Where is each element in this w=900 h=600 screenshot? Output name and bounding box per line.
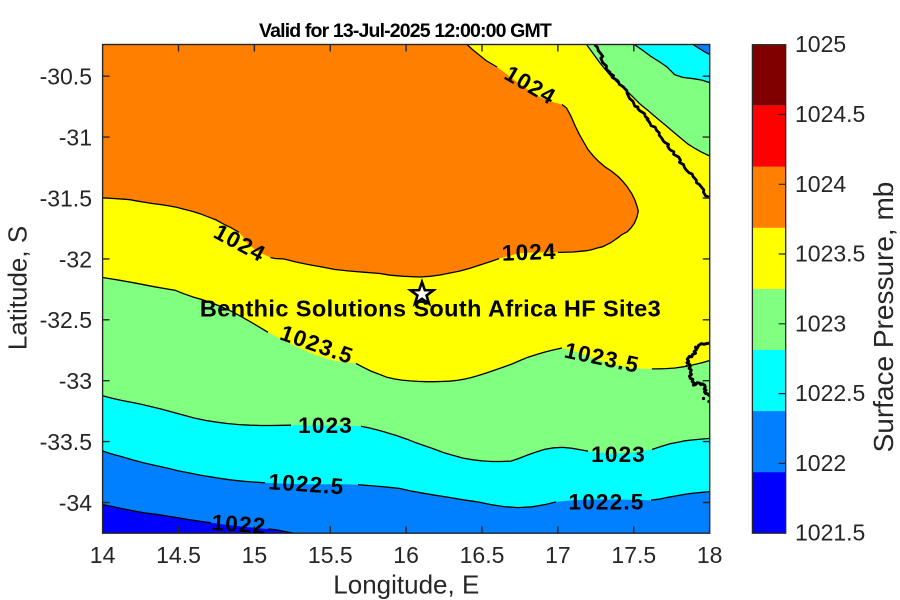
svg-text:16: 16 — [393, 542, 419, 568]
svg-text:1025: 1025 — [795, 31, 846, 57]
svg-text:17.5: 17.5 — [611, 542, 656, 568]
svg-text:-32.5: -32.5 — [40, 307, 92, 333]
svg-text:1022.5: 1022.5 — [268, 469, 346, 499]
svg-text:-31.5: -31.5 — [40, 185, 92, 211]
svg-text:16.5: 16.5 — [460, 542, 505, 568]
svg-text:Benthic Solutions South Africa: Benthic Solutions South Africa HF Site3 — [200, 296, 661, 322]
svg-text:1022.5: 1022.5 — [795, 380, 865, 406]
svg-text:14: 14 — [90, 542, 116, 568]
svg-text:-34: -34 — [59, 490, 92, 516]
svg-text:1023.5: 1023.5 — [795, 241, 865, 267]
svg-text:14.5: 14.5 — [156, 542, 201, 568]
svg-text:-32: -32 — [59, 246, 92, 272]
svg-text:1022: 1022 — [795, 450, 846, 476]
svg-text:1023: 1023 — [298, 413, 353, 438]
svg-text:1022: 1022 — [211, 510, 267, 539]
svg-text:Valid for 13-Jul-2025 12:00:00: Valid for 13-Jul-2025 12:00:00 GMT — [259, 20, 552, 42]
svg-text:15: 15 — [242, 542, 268, 568]
svg-text:1023: 1023 — [591, 442, 646, 467]
svg-text:15.5: 15.5 — [308, 542, 353, 568]
svg-text:1024: 1024 — [795, 171, 846, 197]
svg-text:1024: 1024 — [501, 239, 557, 266]
svg-text:1024.5: 1024.5 — [795, 101, 865, 127]
svg-text:Surface Pressure, mb: Surface Pressure, mb — [868, 182, 899, 453]
svg-text:1021.5: 1021.5 — [795, 520, 865, 546]
svg-text:-33.5: -33.5 — [40, 429, 92, 455]
svg-text:17: 17 — [545, 542, 571, 568]
svg-text:1022.5: 1022.5 — [568, 489, 644, 514]
svg-text:18: 18 — [697, 542, 723, 568]
svg-text:1023: 1023 — [795, 310, 846, 336]
svg-text:-30.5: -30.5 — [40, 64, 92, 90]
svg-text:Longitude, E: Longitude, E — [333, 570, 479, 600]
svg-text:Latitude, S: Latitude, S — [3, 226, 33, 350]
svg-text:-33: -33 — [59, 368, 92, 394]
svg-text:-31: -31 — [59, 125, 92, 151]
